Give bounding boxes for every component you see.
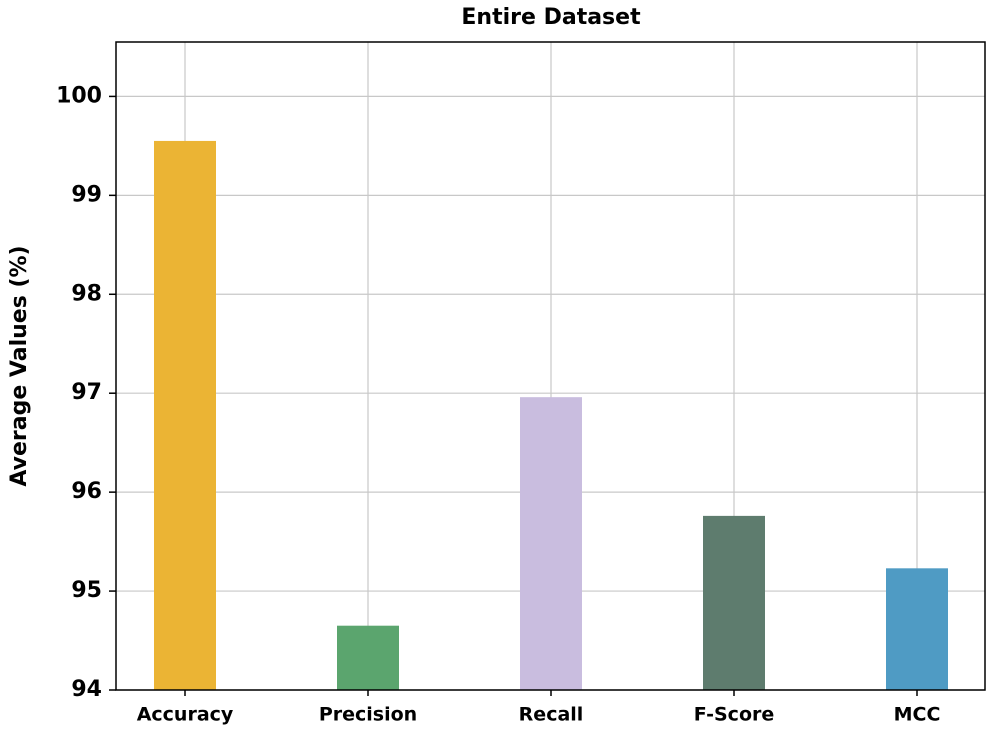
plot-frame [115, 41, 986, 691]
y-tick-label: 98 [71, 281, 102, 306]
x-tick-label: F-Score [694, 704, 775, 726]
bar [154, 140, 216, 691]
x-tick-label: Recall [519, 704, 584, 726]
x-tick-label: MCC [894, 704, 941, 726]
x-tick-label: Precision [319, 704, 417, 726]
y-tick-label: 94 [71, 677, 102, 702]
y-tick-label: 100 [56, 83, 102, 108]
y-tick-label: 95 [71, 578, 102, 603]
y-tick-label: 99 [71, 182, 102, 207]
bar [886, 568, 948, 690]
x-tick-label: Accuracy [137, 704, 234, 726]
y-tick-label: 96 [71, 479, 102, 504]
y-tick-label: 97 [71, 380, 102, 405]
bar [337, 625, 399, 690]
y-axis-label: Average Values (%) [7, 245, 32, 486]
chart-title: Entire Dataset [461, 5, 641, 30]
bar [703, 515, 765, 690]
bar [520, 397, 582, 690]
